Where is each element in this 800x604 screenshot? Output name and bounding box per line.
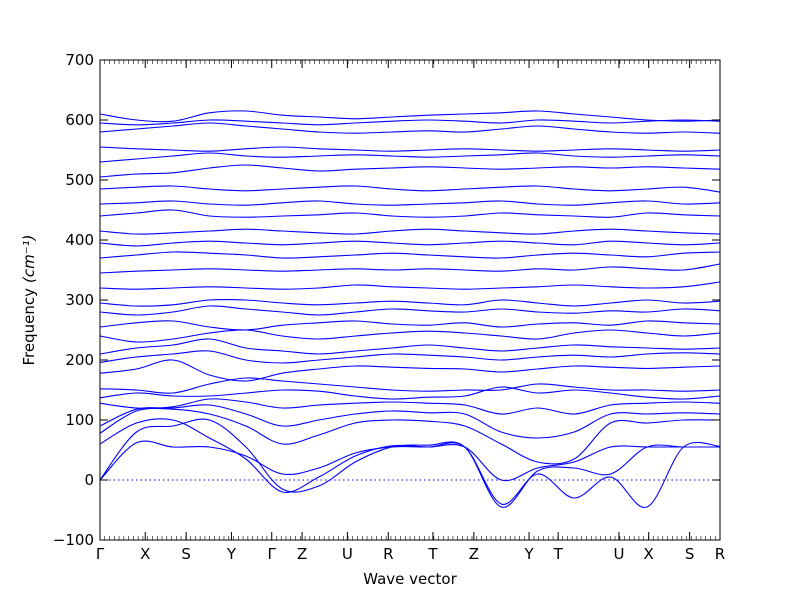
x-tick-label: X	[140, 545, 150, 563]
x-tick-label: Z	[297, 545, 307, 563]
band-line	[99, 228, 721, 235]
plot-frame	[99, 59, 721, 541]
y-tick-label: 700	[65, 51, 94, 69]
band-line	[99, 398, 721, 415]
band-line	[99, 404, 721, 439]
x-tick-label: Y	[226, 545, 237, 563]
band-line	[99, 359, 721, 382]
band-line	[99, 200, 721, 206]
band-line	[99, 119, 721, 126]
y-tick-label: 100	[65, 411, 94, 429]
band-line	[99, 146, 721, 152]
x-tick-label: S	[685, 545, 695, 563]
y-tick-label: 0	[84, 471, 94, 489]
band-line	[99, 263, 721, 274]
y-tick-label: 200	[65, 351, 94, 369]
band-line	[99, 386, 721, 400]
band-line	[99, 407, 721, 465]
x-tick-label: U	[613, 545, 624, 563]
band-line	[99, 209, 721, 218]
y-axis-label-unit: (cm⁻¹)	[20, 235, 38, 284]
band-line	[99, 440, 720, 482]
band-line	[99, 305, 721, 316]
band-line	[99, 164, 721, 178]
x-tick-label: R	[715, 545, 725, 563]
x-minor-ticks	[99, 60, 721, 540]
band-line	[99, 240, 721, 247]
y-tick-label: 400	[65, 231, 94, 249]
band-line	[99, 298, 721, 307]
band-line	[99, 251, 721, 259]
y-tick-label: −100	[53, 531, 94, 549]
y-tick-label: 500	[65, 171, 94, 189]
x-tick-label: Z	[469, 545, 479, 563]
band-line	[99, 152, 721, 163]
band-line	[99, 338, 721, 355]
band-line	[99, 329, 721, 343]
band-line	[99, 110, 721, 123]
band-line	[99, 320, 721, 331]
y-axis-label-text: Frequency	[20, 288, 38, 366]
x-tick-label: U	[342, 545, 353, 563]
band-line	[99, 350, 721, 364]
y-tick-label: 300	[65, 291, 94, 309]
band-line	[99, 418, 720, 508]
x-tick-label: Γ	[96, 545, 105, 563]
x-tick-label: Γ	[268, 545, 277, 563]
x-tick-label: T	[427, 545, 438, 563]
band-lines	[99, 110, 721, 508]
band-line	[99, 281, 721, 290]
y-axis-ticks: −100 0 100 200 300 400 500 600 700	[53, 51, 720, 549]
x-tick-label: T	[553, 545, 564, 563]
band-line	[99, 418, 721, 508]
x-axis-label: Wave vector	[363, 570, 457, 588]
band-line	[99, 122, 721, 134]
x-tick-label: Y	[523, 545, 534, 563]
y-axis-label: Frequency (cm⁻¹)	[20, 235, 38, 366]
x-tick-label: S	[181, 545, 191, 563]
band-line	[99, 185, 721, 193]
band-line	[99, 377, 721, 394]
x-tick-label: R	[383, 545, 393, 563]
x-tick-label: X	[644, 545, 654, 563]
y-tick-label: 600	[65, 111, 94, 129]
